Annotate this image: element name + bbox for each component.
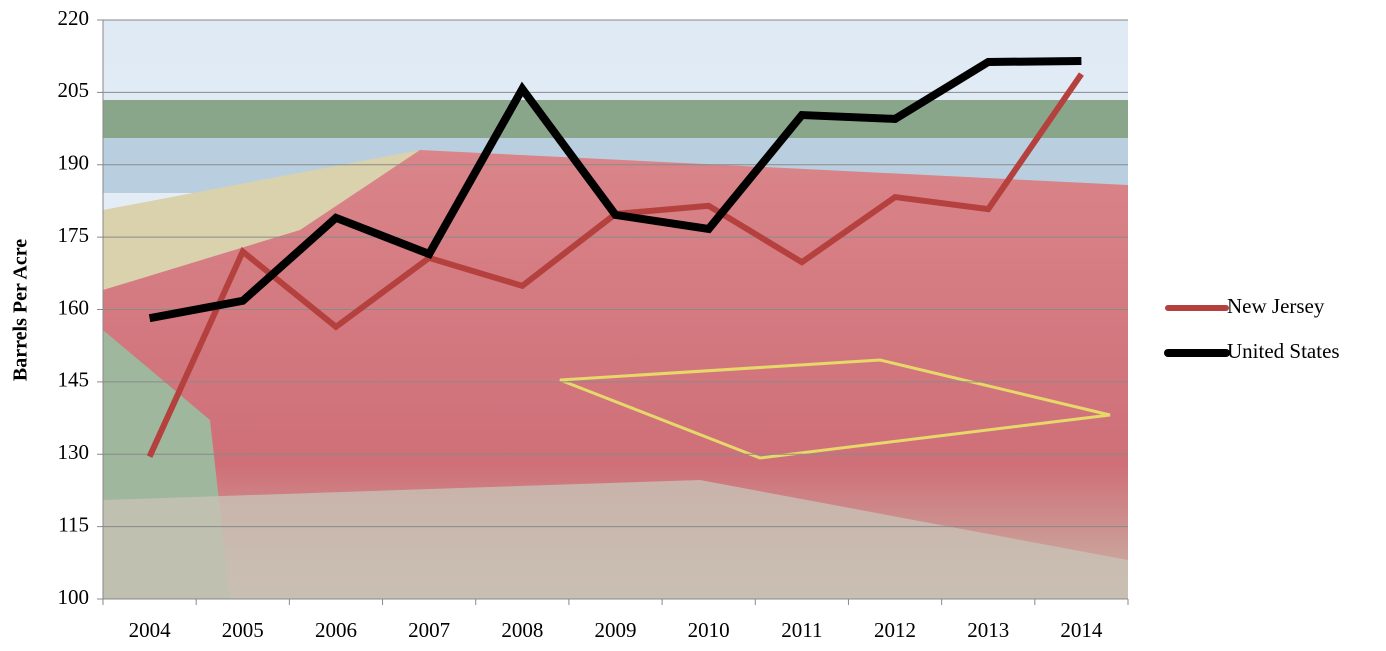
legend-label: New Jersey [1227, 294, 1325, 318]
x-tick-label: 2009 [595, 618, 637, 642]
y-tick-label: 205 [58, 78, 90, 102]
x-tick-label: 2007 [408, 618, 450, 642]
x-tick-label: 2012 [874, 618, 916, 642]
x-tick-label: 2005 [222, 618, 264, 642]
y-tick-label: 220 [58, 6, 90, 30]
x-tick-label: 2010 [688, 618, 730, 642]
y-tick-label: 190 [58, 151, 90, 175]
y-axis-label: Barrels Per Acre [10, 239, 32, 381]
y-tick-label: 145 [58, 368, 90, 392]
y-tick-label: 115 [58, 512, 89, 536]
x-tick-label: 2013 [967, 618, 1009, 642]
line-series [148, 57, 1082, 323]
legend-label: United States [1227, 339, 1340, 363]
y-tick-label: 100 [58, 585, 90, 609]
background-photo [103, 20, 1128, 599]
y-tick-label: 160 [58, 295, 90, 319]
x-tick-label: 2004 [129, 618, 172, 642]
y-tick-label: 175 [58, 223, 90, 247]
x-tick-label: 2006 [315, 618, 357, 642]
y-tick-label: 130 [58, 440, 90, 464]
x-tick-label: 2014 [1060, 618, 1103, 642]
x-tick-label: 2011 [781, 618, 822, 642]
x-tick-label: 2008 [501, 618, 543, 642]
